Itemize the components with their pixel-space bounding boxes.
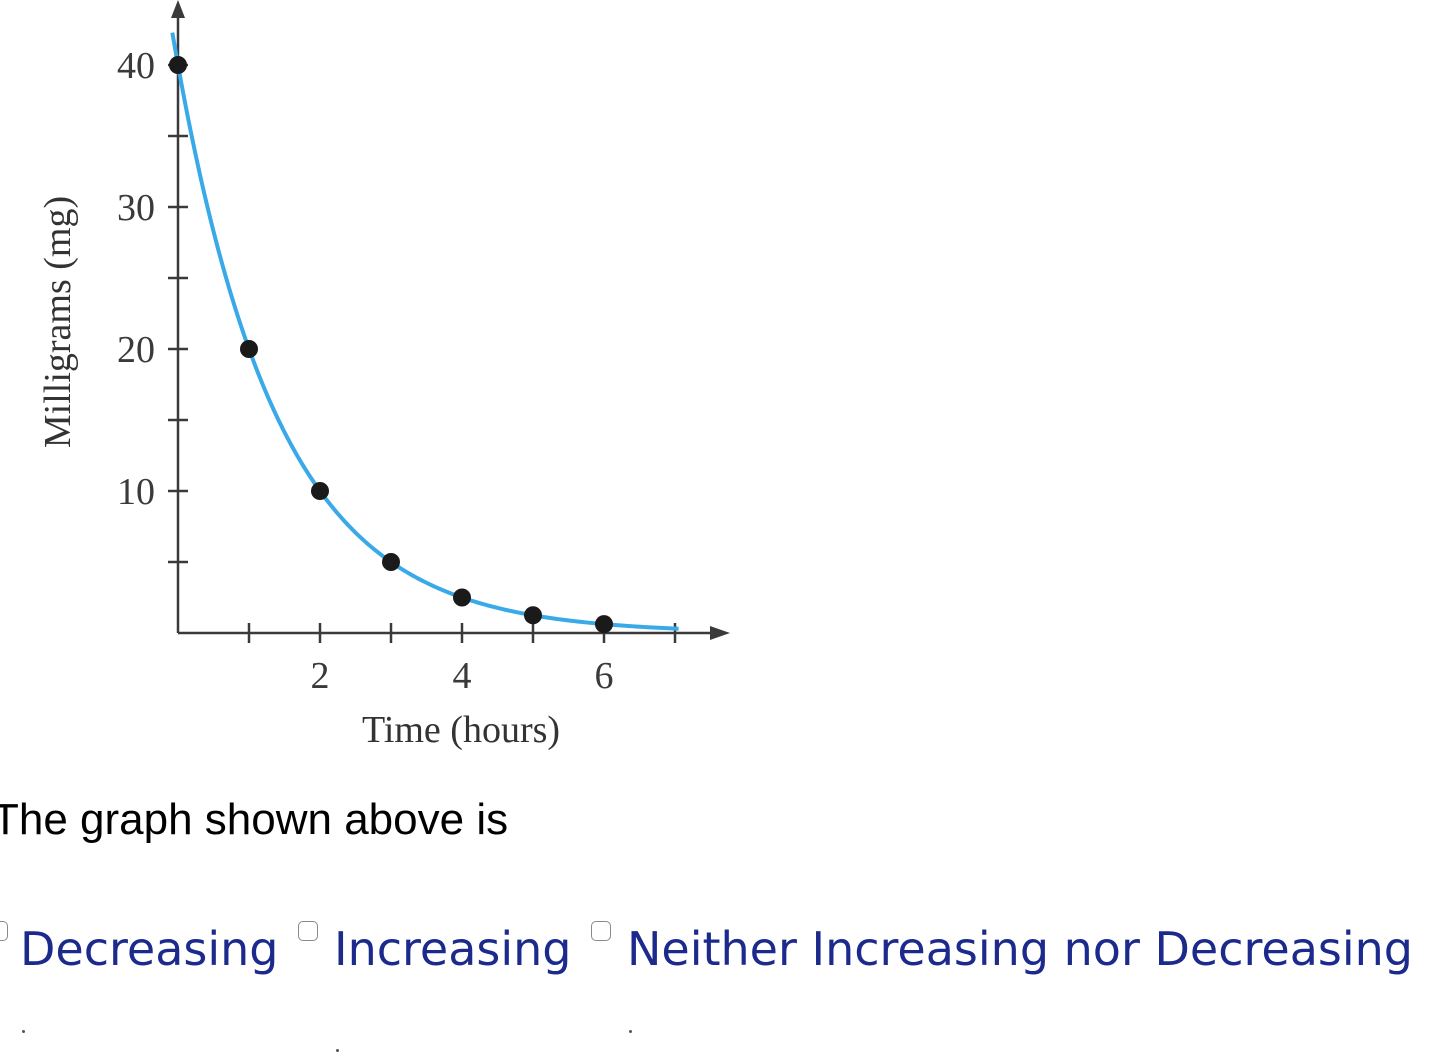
data-point xyxy=(169,56,187,74)
y-axis-arrow xyxy=(171,0,185,18)
choice-label-neither[interactable]: Neither Increasing nor Decreasing xyxy=(627,922,1413,976)
y-axis-label: Milligrams (mg) xyxy=(37,196,79,448)
y-tick-label: 10 xyxy=(117,471,155,513)
choice-label-increasing[interactable]: Increasing xyxy=(334,922,572,976)
data-point xyxy=(524,606,542,625)
x-tick-label: 4 xyxy=(453,655,472,697)
data-point xyxy=(595,615,613,634)
choice-label-decreasing[interactable]: Decreasing xyxy=(20,922,279,976)
data-point xyxy=(311,482,329,500)
x-tick-label: 2 xyxy=(311,655,330,697)
checkbox-increasing[interactable] xyxy=(298,921,318,941)
data-points xyxy=(169,56,613,634)
y-tick-label: 40 xyxy=(117,45,155,87)
question-text: The graph shown above is xyxy=(0,795,509,844)
chart-axes xyxy=(171,0,730,640)
data-point xyxy=(382,553,400,571)
decorative-dot xyxy=(629,1030,632,1033)
y-tick-label: 20 xyxy=(117,329,155,371)
chart-ticks: 10 20 30 40 2 4 6 xyxy=(117,45,677,697)
decorative-dot xyxy=(22,1030,25,1033)
decorative-dot xyxy=(336,1049,339,1052)
decay-curve xyxy=(170,32,679,631)
data-point xyxy=(453,588,471,607)
y-tick-label: 30 xyxy=(117,187,155,229)
x-tick-label: 6 xyxy=(595,655,614,697)
checkbox-decreasing[interactable] xyxy=(0,921,8,941)
decay-chart: 10 20 30 40 2 4 6 Time (hours) Milligrams (mg) xyxy=(37,0,730,751)
data-point xyxy=(240,340,258,358)
answer-choices: Decreasing Increasing Neither Increasing… xyxy=(0,918,1446,988)
x-axis-arrow xyxy=(710,626,730,640)
x-axis-label: Time (hours) xyxy=(362,709,560,751)
checkbox-neither[interactable] xyxy=(591,921,611,941)
